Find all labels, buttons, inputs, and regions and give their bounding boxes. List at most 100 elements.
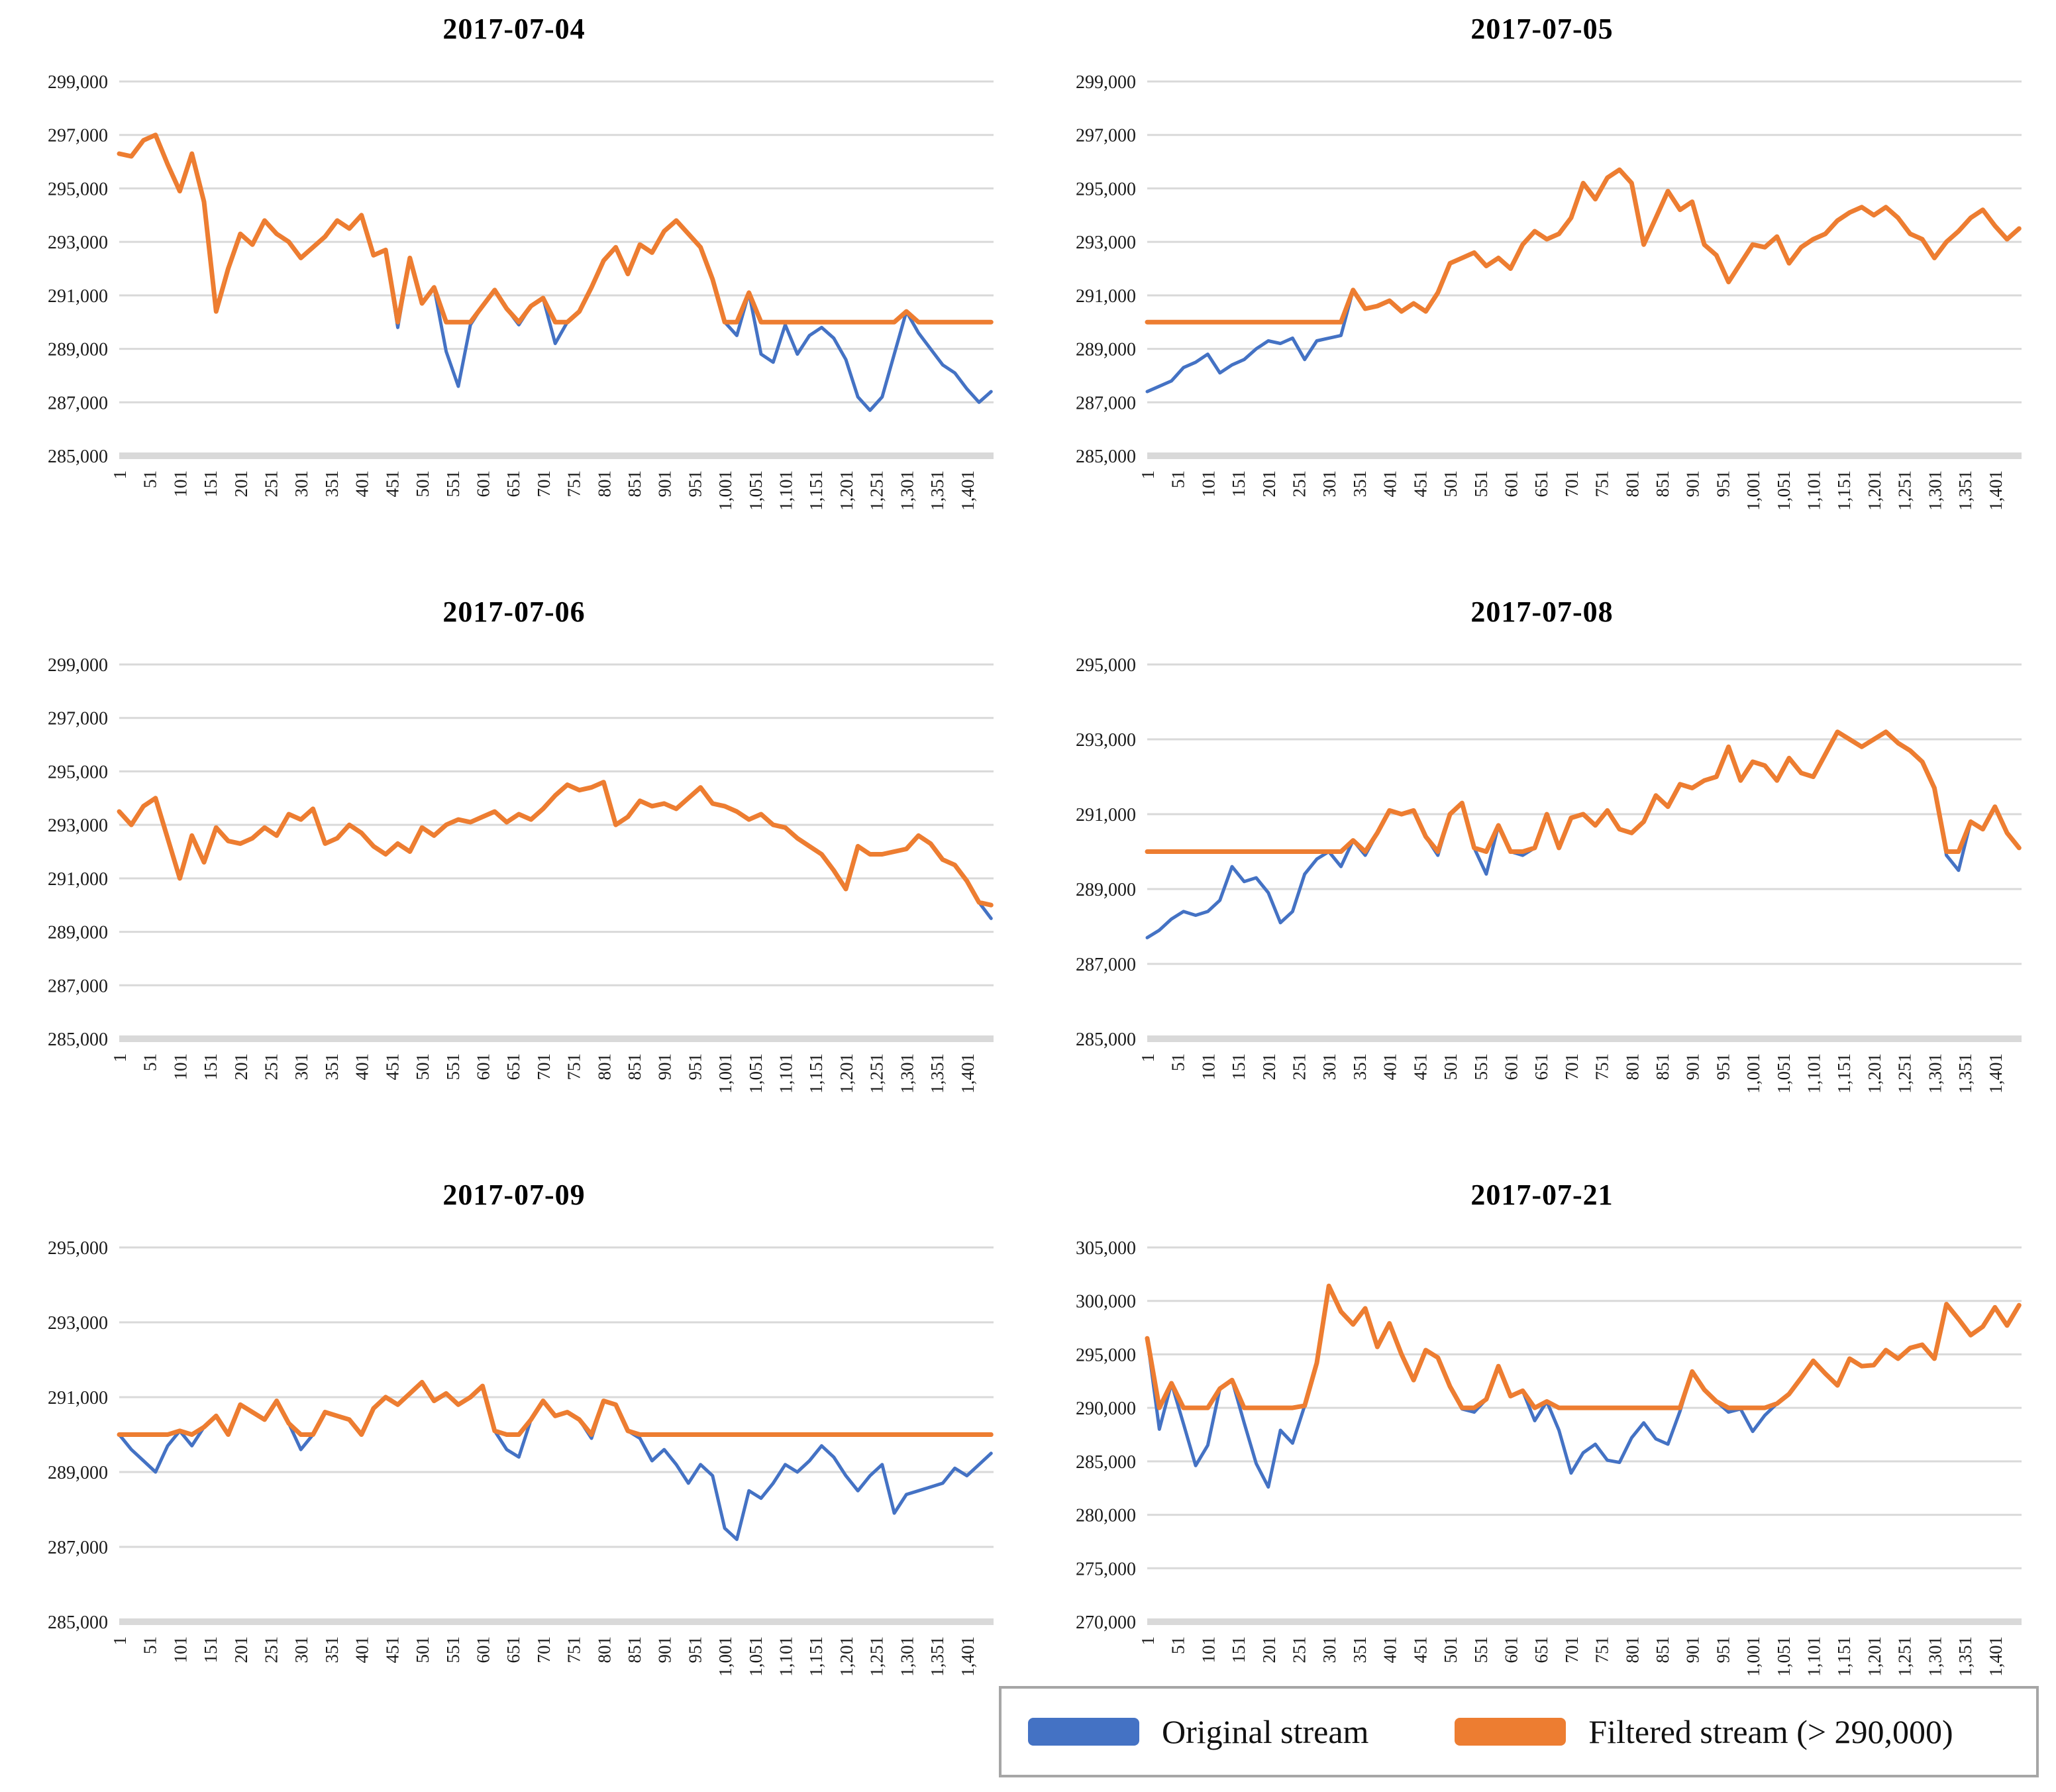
x-tick-label: 351 [1350, 1636, 1370, 1663]
original-stream-line [1145, 1284, 2021, 1489]
line-plot: 270,000 275,000 280,000 285,000 290,000 295,0… [1076, 1238, 2022, 1677]
x-tick-label: 1,351 [927, 470, 947, 511]
x-tick-label: 751 [1592, 470, 1612, 498]
x-tick-label: 1,051 [1774, 1636, 1794, 1677]
x-tick-label: 1,351 [927, 1053, 947, 1094]
x-tick-label: 851 [1653, 1636, 1672, 1663]
x-axis-labels: 1 51 101 151 201 251 301 351 401 451 501 551 601 651 7… [1138, 1053, 2006, 1094]
x-tick-label: 1,101 [776, 1053, 796, 1094]
x-tick-label: 351 [322, 1636, 342, 1663]
x-tick-label: 351 [1350, 470, 1370, 498]
x-tick-label: 1,201 [1865, 1636, 1884, 1677]
x-tick-label: 51 [140, 470, 160, 488]
x-tick-label: 801 [594, 470, 614, 498]
x-tick-label: 801 [1622, 1053, 1642, 1080]
x-tick-label: 201 [1259, 1053, 1279, 1080]
x-tick-label: 151 [201, 470, 221, 498]
x-tick-label: 701 [534, 1636, 554, 1663]
x-tick-label: 1,201 [837, 1636, 856, 1677]
x-tick-label: 601 [1501, 1053, 1521, 1080]
x-tick-label: 1,301 [897, 470, 917, 511]
x-tick-label: 1,151 [806, 1053, 826, 1094]
x-tick-label: 1,151 [806, 470, 826, 511]
x-tick-label: 451 [382, 1636, 402, 1663]
y-tick-label: 295,000 [48, 179, 108, 199]
x-tick-label: 451 [1410, 1053, 1430, 1080]
legend-item-filtered-stream: Filtered stream (> 290,000) [1455, 1713, 1953, 1751]
chart-title: 2017-07-09 [442, 1179, 586, 1211]
x-tick-label: 1 [110, 1053, 130, 1063]
x-tick-label: 601 [473, 470, 493, 498]
x-tick-label: 201 [231, 470, 251, 498]
x-tick-label: 601 [473, 1053, 493, 1080]
x-tick-label: 251 [1290, 1053, 1310, 1080]
x-tick-label: 1,301 [1925, 1053, 1945, 1094]
x-tick-label: 851 [625, 470, 644, 498]
x-tick-label: 1,251 [1895, 1053, 1915, 1094]
chart-2017-07-09: 2017-07-09 285,000 287,000 289,000 291,000 2… [0, 1166, 1028, 1749]
x-tick-label: 601 [1501, 1636, 1521, 1663]
x-tick-label: 251 [262, 470, 282, 498]
y-tick-label: 299,000 [48, 72, 108, 93]
x-tick-label: 551 [443, 1053, 463, 1080]
x-tick-label: 851 [625, 1053, 644, 1080]
y-axis-labels: 285,000 287,000 289,000 291,000 293,000 295,0… [1076, 72, 1136, 467]
legend-label-filtered-stream: Filtered stream (> 290,000) [1588, 1713, 1953, 1750]
y-tick-label: 293,000 [48, 816, 108, 836]
x-tick-label: 951 [1713, 1053, 1733, 1080]
line-plot: 285,000 287,000 289,000 291,000 293,000 295,0… [48, 655, 994, 1094]
legend-swatch-filtered-stream [1455, 1718, 1567, 1746]
y-tick-label: 293,000 [48, 233, 108, 253]
y-tick-label: 285,000 [48, 1612, 108, 1633]
x-tick-label: 701 [534, 1053, 554, 1080]
x-tick-label: 501 [413, 1636, 433, 1663]
line-plot: 285,000 287,000 289,000 291,000 293,000 295,0… [1076, 72, 2022, 511]
y-tick-label: 295,000 [1076, 1345, 1136, 1365]
chart-2017-07-08: 2017-07-08 285,000 287,000 289,000 291,000 2… [1028, 583, 2056, 1166]
x-tick-label: 651 [1531, 1636, 1551, 1663]
x-tick-label: 601 [473, 1636, 493, 1663]
x-tick-label: 951 [685, 1636, 705, 1663]
x-tick-label: 1,201 [1865, 1053, 1884, 1094]
x-tick-label: 1,051 [746, 1636, 766, 1677]
x-tick-label: 1,301 [897, 1053, 917, 1094]
y-tick-label: 275,000 [1076, 1559, 1136, 1579]
x-tick-label: 901 [1683, 1053, 1703, 1080]
original-stream-line [1145, 730, 2021, 939]
x-tick-label: 501 [1441, 470, 1461, 498]
x-tick-label: 501 [413, 470, 433, 498]
y-tick-label: 285,000 [48, 447, 108, 467]
y-tick-label: 289,000 [1076, 880, 1136, 900]
x-tick-label: 1,301 [1925, 470, 1945, 511]
x-tick-label: 401 [1380, 1636, 1400, 1663]
x-tick-label: 401 [352, 470, 372, 498]
x-tick-label: 101 [170, 1053, 190, 1080]
original-stream-line [117, 133, 993, 412]
chart-title: 2017-07-05 [1470, 13, 1614, 45]
x-tick-label: 351 [1350, 1053, 1370, 1080]
x-tick-label: 151 [201, 1053, 221, 1080]
x-tick-label: 101 [1198, 1053, 1218, 1080]
x-tick-label: 201 [231, 1053, 251, 1080]
x-tick-label: 951 [1713, 1636, 1733, 1663]
chart-2017-07-04: 2017-07-04 285,000 287,000 289,000 291,000 2… [0, 0, 1028, 583]
x-tick-label: 551 [443, 470, 463, 498]
x-tick-label: 851 [625, 1636, 644, 1663]
x-axis-labels: 1 51 101 151 201 251 301 351 401 451 501 551 601 651 7… [1138, 470, 2006, 511]
x-tick-label: 1,251 [1895, 470, 1915, 511]
x-tick-label: 651 [503, 470, 523, 498]
filtered-stream-line [117, 780, 994, 908]
x-tick-label: 1,051 [1774, 470, 1794, 511]
x-tick-label: 151 [201, 1636, 221, 1663]
x-tick-label: 1,351 [927, 1636, 947, 1677]
x-tick-label: 401 [1380, 470, 1400, 498]
x-tick-label: 451 [1410, 1636, 1430, 1663]
x-tick-label: 1,101 [776, 1636, 796, 1677]
x-tick-label: 1,251 [867, 1053, 887, 1094]
x-tick-label: 1,301 [1925, 1636, 1945, 1677]
x-tick-label: 1,001 [1743, 1636, 1763, 1677]
x-tick-label: 751 [564, 1636, 584, 1663]
y-tick-label: 293,000 [1076, 233, 1136, 253]
legend-item-original-stream: Original stream [1028, 1713, 1368, 1751]
